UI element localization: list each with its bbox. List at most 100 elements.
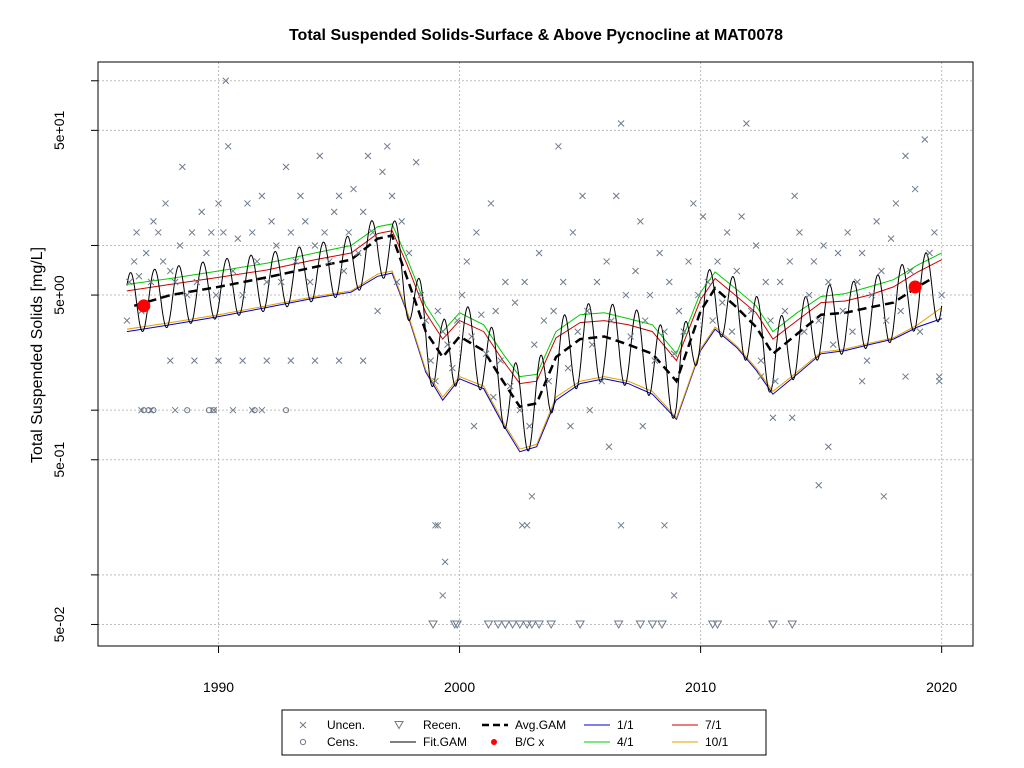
recensored-point [514,620,525,629]
plot-frame [97,61,974,647]
uncensored-point [330,208,338,216]
legend-item: 4/1 [584,735,634,749]
uncensored-point [800,328,808,335]
uncensored-point [453,317,461,324]
uncensored-point [788,414,796,422]
uncensored-point [263,357,271,364]
legend-item: Cens. [299,735,358,749]
recensored-point [527,620,537,629]
y-tick-label: 5e+01 [51,110,67,150]
legend-item: 7/1 [672,718,722,732]
recensored-point [507,620,518,629]
legend-symbol [491,739,497,745]
recensored-point [635,620,646,629]
censored-point [210,407,217,414]
series-avg-gam [133,234,933,409]
recensored-point [787,620,798,629]
uncensored-point [550,307,557,315]
recensored-point [707,620,718,629]
bc-point [137,299,151,313]
uncensored-point [921,136,929,143]
uncensored-point [747,307,755,315]
uncensored-point [805,291,813,299]
uncensored-point [123,317,131,324]
uncensored-point [345,229,353,236]
uncensored-point [263,278,271,286]
uncensored-point [311,242,319,249]
uncensored-point [935,373,943,380]
censored-point [282,407,290,414]
uncensored-point [733,267,741,275]
uncensored-point [154,229,162,236]
uncensored-point [769,414,777,422]
uncensored-point [661,328,668,335]
uncensored-point [179,163,186,171]
uncensored-point [639,422,647,430]
grid-lines [98,62,973,646]
uncensored-point [497,357,504,364]
uncensored-point [444,341,451,348]
legend-label: Avg.GAM [515,718,566,732]
points-layer [123,77,946,629]
uncensored-point [583,307,591,315]
uncensored-point [535,249,543,257]
series-4-1 [126,223,942,378]
uncensored-point [379,168,386,176]
uncensored-point [239,291,246,299]
uncensored-point [244,200,251,207]
legend-item: Fit.GAM [390,735,467,749]
uncensored-point [215,357,222,364]
uncensored-point [492,307,500,315]
uncensored-point [326,258,333,265]
y-tick-label: 5e+00 [51,275,67,315]
uncensored-point [432,521,439,529]
recensored-point [534,620,544,629]
uncensored-point [523,521,531,529]
uncensored-point [142,249,150,257]
x-tick-label: 2010 [685,679,716,695]
uncensored-point [292,258,300,265]
uncensored-point [718,299,726,306]
recensored-point [613,620,624,629]
uncensored-point [665,278,673,286]
uncensored-point [834,249,842,257]
uncensored-point [448,364,456,372]
recensored-point [575,620,585,629]
legend-label: 7/1 [705,718,722,732]
uncensored-point [622,291,630,299]
uncensored-point [253,258,261,265]
recensored-point [493,620,503,629]
recensored-point [483,620,494,629]
uncensored-point [868,291,876,299]
uncensored-point [771,377,779,385]
uncensored-point [906,267,914,275]
legend-item: 1/1 [584,718,634,732]
recensored-point [546,620,557,629]
uncensored-point [545,377,553,385]
uncensored-point [398,218,406,225]
uncensored-point [530,341,538,348]
uncensored-point [574,328,582,335]
uncensored-point [880,492,888,500]
uncensored-point [340,267,348,275]
bc-point [908,280,922,294]
uncensored-point [858,249,866,257]
uncensored-point [297,192,304,200]
uncensored-point [878,267,885,275]
uncensored-point [752,242,760,249]
uncensored-point [938,291,946,299]
uncensored-point [564,364,572,372]
uncensored-point [844,229,852,236]
uncensored-point [432,377,439,385]
uncensored-point [388,192,396,200]
legend-symbol [394,721,404,730]
uncensored-point [902,373,909,380]
uncensored-point [287,229,295,236]
uncensored-point [767,317,774,324]
uncensored-point [603,258,610,265]
uncensored-point [171,278,179,286]
legend-label: B/C x [515,735,544,749]
uncensored-point [427,357,434,364]
uncensored-point [224,142,232,150]
